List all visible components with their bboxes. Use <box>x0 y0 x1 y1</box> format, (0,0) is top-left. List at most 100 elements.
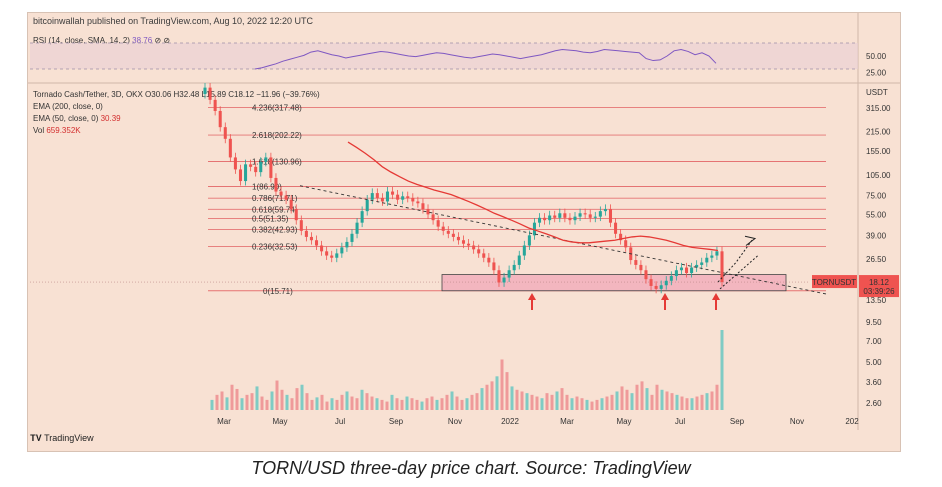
candle-body <box>259 161 263 173</box>
symbol-ohlc: Tornado Cash/Tether, 3D, OKX O30.06 H32.… <box>33 90 320 99</box>
volume-bar <box>655 384 659 410</box>
candle-body <box>269 157 273 178</box>
volume-bar <box>480 388 484 410</box>
volume-bar <box>560 388 564 410</box>
candle-body <box>543 217 547 221</box>
volume-bar <box>405 396 409 410</box>
volume-bar <box>360 389 364 410</box>
candle-body <box>365 199 369 212</box>
x-tick-label: Sep <box>389 417 404 426</box>
volume-bar <box>690 398 694 410</box>
volume-bar <box>525 393 529 410</box>
candle-body <box>619 233 623 241</box>
candle-body <box>538 217 542 223</box>
ema200-legend: EMA (200, close, 0) <box>33 102 103 111</box>
volume-bar <box>595 399 599 410</box>
fib-level-label: 4.236(317.48) <box>252 104 302 113</box>
volume-bar <box>300 384 304 410</box>
vol-value: 659.352K <box>46 126 81 135</box>
volume-bar <box>385 401 389 410</box>
candle-body <box>203 87 207 95</box>
candle-body <box>421 203 425 210</box>
candle-body <box>264 157 268 162</box>
candle-body <box>583 213 587 215</box>
candle-body <box>578 213 582 217</box>
candle-body <box>654 285 658 289</box>
volume-bar <box>640 381 644 410</box>
volume-bar <box>580 398 584 410</box>
volume-bar <box>505 372 509 410</box>
x-tick-label: Nov <box>790 417 804 426</box>
candle-body <box>548 215 552 221</box>
price-tick-label: 2.60 <box>866 399 882 408</box>
x-tick-label: Jul <box>335 417 345 426</box>
volume-bar <box>530 394 534 410</box>
volume-bar <box>630 393 634 410</box>
tradingview-icon: 𝐓𝐕 <box>30 433 42 443</box>
candle-body <box>279 191 283 196</box>
volume-bar <box>470 394 474 410</box>
candle-body <box>695 264 699 268</box>
candle-body <box>284 195 288 200</box>
volume-bar <box>665 391 669 410</box>
rsi-icons: ⊘ ⊘ <box>154 36 171 45</box>
candle-body <box>441 226 445 231</box>
x-tick-label: May <box>272 417 287 426</box>
price-legend: Tornado Cash/Tether, 3D, OKX O30.06 H32.… <box>33 89 320 137</box>
volume-bar <box>540 398 544 410</box>
fib-level-label: 0(15.71) <box>263 287 293 296</box>
volume-bar <box>455 396 459 410</box>
candle-body <box>309 236 313 241</box>
candle-body <box>340 247 344 254</box>
price-tick-label: 5.00 <box>866 358 882 367</box>
candle-body <box>360 211 364 223</box>
support-arrow-head <box>712 293 720 300</box>
volume-bar <box>335 399 339 410</box>
volume-bar <box>705 393 709 410</box>
candle-body <box>603 209 607 212</box>
candle-body <box>659 285 663 289</box>
candle-body <box>674 270 678 277</box>
candle-body <box>482 253 486 258</box>
figure-caption: TORN/USD three-day price chart. Source: … <box>251 458 691 478</box>
volume-bar <box>365 393 369 410</box>
volume-bar <box>430 396 434 410</box>
volume-bar <box>380 399 384 410</box>
publisher-header: bitcoinwallah published on TradingView.c… <box>33 16 314 26</box>
volume-bar <box>355 398 359 410</box>
candle-body <box>608 209 613 223</box>
candle-body <box>335 253 339 258</box>
volume-bar <box>345 391 349 410</box>
ema50-label: EMA (50, close, 0) <box>33 114 99 123</box>
candle-body <box>705 257 709 263</box>
fib-level-label: 0.786(71.71) <box>252 194 298 203</box>
volume-bar <box>510 386 514 410</box>
volume-bar <box>280 389 284 410</box>
volume-bar <box>670 393 674 410</box>
candle-body <box>614 222 618 234</box>
candle-body <box>238 169 243 182</box>
volume-bar <box>660 389 664 410</box>
price-tag-box <box>859 275 899 298</box>
candle-body <box>223 127 227 139</box>
volume-bar <box>415 399 419 410</box>
price-tick-label: 9.50 <box>866 318 882 327</box>
fib-level-label: 0.382(42.93) <box>252 225 298 234</box>
candle-body <box>522 245 526 256</box>
volume-bar <box>465 398 469 410</box>
candle-body <box>320 245 324 252</box>
candle-body <box>477 249 481 254</box>
volume-bar <box>575 396 579 410</box>
volume-bar <box>715 384 719 410</box>
candle-body <box>644 270 648 280</box>
candle-body <box>456 236 460 241</box>
ema50-legend: EMA (50, close, 0) 30.39 <box>33 113 320 125</box>
price-tick-label: 3.60 <box>866 378 882 387</box>
x-tick-label: Mar <box>560 417 574 426</box>
candle-body <box>639 264 643 271</box>
volume-bar <box>340 394 344 410</box>
candle-body <box>436 220 440 227</box>
volume-bar <box>615 391 619 410</box>
candle-body <box>527 235 531 246</box>
